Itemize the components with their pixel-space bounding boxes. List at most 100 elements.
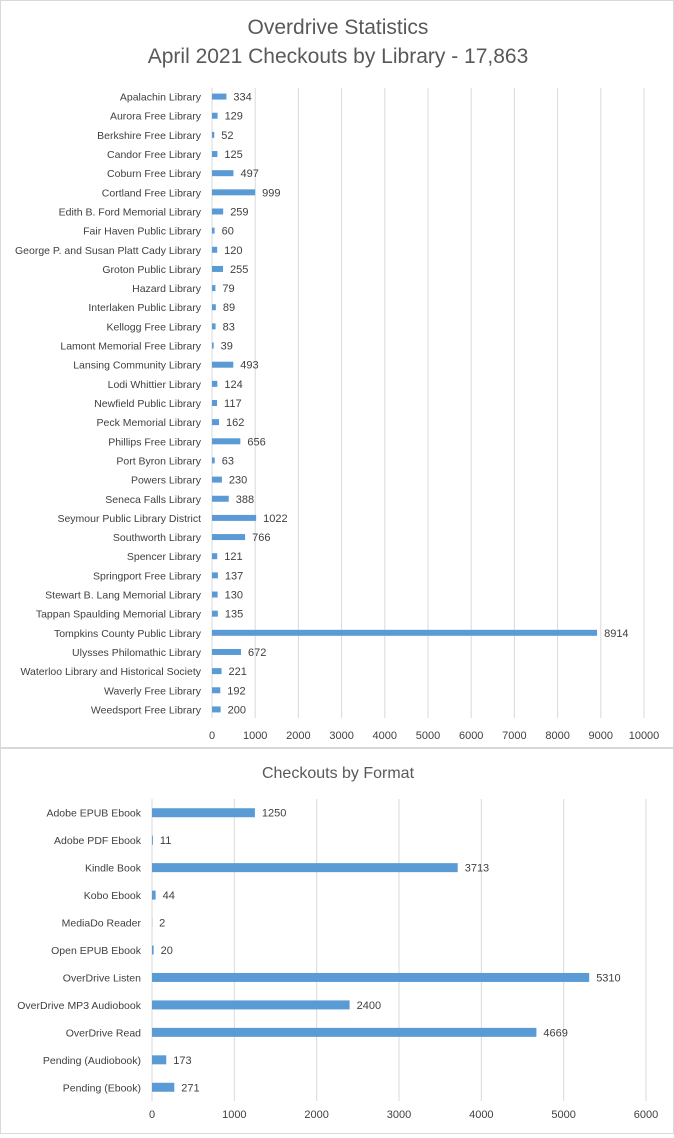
- bar: [212, 304, 216, 310]
- category-label: Kellogg Free Library: [106, 321, 201, 333]
- data-label: 200: [228, 704, 246, 716]
- x-tick-label: 2000: [304, 1109, 328, 1121]
- category-label: Kindle Book: [85, 863, 142, 875]
- x-gridlines: [152, 799, 646, 1101]
- category-label: Cortland Free Library: [102, 187, 202, 199]
- category-label: OverDrive Read: [66, 1027, 141, 1039]
- category-label: Waverly Free Library: [104, 685, 202, 697]
- bar: [212, 381, 217, 387]
- category-label: Hazard Library: [132, 283, 202, 295]
- bar: [212, 496, 229, 502]
- category-label: Lamont Memorial Free Library: [60, 341, 201, 353]
- bar: [212, 457, 215, 463]
- bar: [212, 132, 214, 138]
- data-label: 125: [224, 149, 242, 161]
- data-label: 259: [230, 206, 248, 218]
- bar: [212, 477, 222, 483]
- bar: [152, 1000, 350, 1009]
- bar: [152, 863, 458, 872]
- bar: [212, 630, 597, 636]
- category-label: Lansing Community Library: [73, 360, 202, 372]
- chart-title: Checkouts by Format: [262, 765, 415, 782]
- category-label: Adobe PDF Ebook: [54, 835, 142, 847]
- data-label: 63: [222, 455, 234, 467]
- category-label: Peck Memorial Library: [97, 417, 202, 429]
- category-label: Springport Free Library: [93, 570, 202, 582]
- bar: [212, 189, 255, 195]
- bar: [212, 611, 218, 617]
- category-label: Tompkins County Public Library: [54, 628, 202, 640]
- x-gridlines: [212, 88, 644, 718]
- data-label: 230: [229, 475, 247, 487]
- x-tick-label: 4000: [469, 1109, 493, 1121]
- data-label: 766: [252, 532, 270, 544]
- data-label: 5310: [596, 972, 620, 984]
- data-label: 4669: [543, 1027, 567, 1039]
- category-label: Tappan Spaulding Memorial Library: [36, 609, 202, 621]
- bar: [212, 438, 240, 444]
- x-tick-label: 2000: [286, 730, 310, 742]
- data-label: 656: [247, 436, 265, 448]
- bar: [212, 285, 215, 291]
- category-label: Coburn Free Library: [107, 168, 202, 180]
- x-tick-label: 0: [149, 1109, 155, 1121]
- data-label: 60: [222, 226, 234, 238]
- category-label: Candor Free Library: [107, 149, 202, 161]
- x-tick-label: 5000: [551, 1109, 575, 1121]
- x-tick-label: 7000: [502, 730, 526, 742]
- category-label: Spencer Library: [127, 551, 202, 563]
- bar: [212, 113, 218, 119]
- library-checkouts-chart: Overdrive Statistics April 2021 Checkout…: [0, 0, 674, 748]
- category-label: Ulysses Philomathic Library: [72, 647, 202, 659]
- x-tick-label: 4000: [373, 730, 397, 742]
- category-label: Lodi Whittier Library: [108, 379, 202, 391]
- library-checkouts-svg: Overdrive Statistics April 2021 Checkout…: [1, 1, 673, 747]
- bar: [212, 553, 217, 559]
- chart-title-line2: April 2021 Checkouts by Library - 17,863: [148, 45, 529, 68]
- data-label: 271: [181, 1082, 199, 1094]
- data-label: 192: [227, 685, 245, 697]
- format-checkouts-svg: Checkouts by Format Adobe EPUB EbookAdob…: [1, 749, 673, 1133]
- category-label: Interlaken Public Library: [88, 302, 201, 314]
- x-tick-label: 5000: [416, 730, 440, 742]
- category-label: Aurora Free Library: [110, 111, 202, 123]
- data-label: 120: [224, 245, 242, 257]
- bar: [152, 1028, 536, 1037]
- data-label: 52: [221, 130, 233, 142]
- data-label: 1022: [263, 513, 287, 525]
- bar: [152, 946, 154, 955]
- category-labels: Adobe EPUB Ebook Adobe PDF Ebook Kindle Bo…: [17, 808, 141, 1095]
- category-label: MediaDo Reader: [62, 918, 142, 930]
- data-label: 129: [225, 111, 243, 123]
- category-label: Adobe EPUB Ebook: [46, 808, 141, 820]
- category-label: Fair Haven Public Library: [83, 226, 202, 238]
- x-tick-label: 6000: [634, 1109, 658, 1121]
- category-label: Open EPUB Ebook: [51, 945, 142, 957]
- bar: [152, 891, 156, 900]
- category-label: Berkshire Free Library: [97, 130, 202, 142]
- bar: [212, 151, 217, 157]
- x-tick-label: 1000: [243, 730, 267, 742]
- data-label: 2: [159, 918, 165, 930]
- data-label: 135: [225, 609, 243, 621]
- data-label: 493: [240, 360, 258, 372]
- bar: [152, 808, 255, 817]
- category-label: Edith B. Ford Memorial Library: [59, 206, 202, 218]
- bar: [212, 649, 241, 655]
- category-label: Seymour Public Library District: [57, 513, 201, 525]
- data-label: 79: [222, 283, 234, 295]
- chart-title-line1: Overdrive Statistics: [248, 16, 429, 39]
- bar: [212, 592, 218, 598]
- bar: [152, 1083, 174, 1092]
- category-label: Pending (Ebook): [63, 1082, 141, 1094]
- category-label: Southworth Library: [113, 532, 202, 544]
- bar: [212, 515, 256, 521]
- data-label: 8914: [604, 628, 628, 640]
- data-label: 334: [233, 92, 251, 104]
- category-label: George P. and Susan Platt Cady Library: [15, 245, 202, 257]
